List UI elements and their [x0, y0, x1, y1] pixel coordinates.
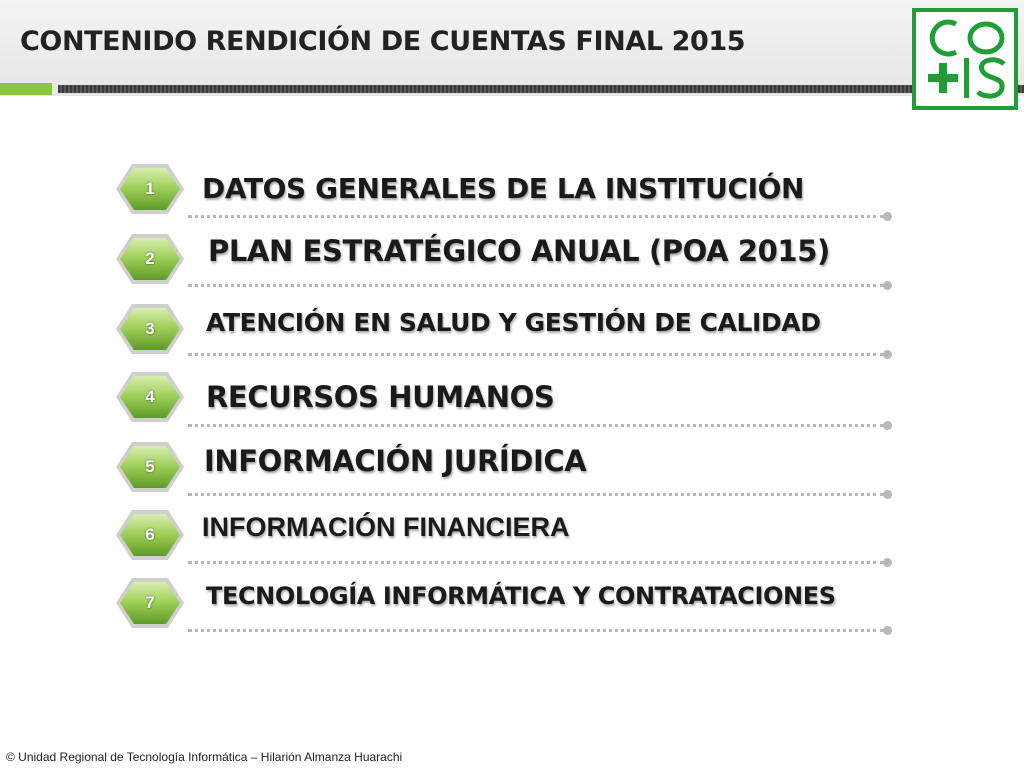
header-divider [58, 85, 1024, 93]
divider-endpoint [883, 421, 892, 430]
dotted-divider [188, 424, 884, 427]
divider-endpoint [883, 626, 892, 635]
header-accent-bar [0, 83, 52, 95]
number-badge-1: 1 [114, 158, 186, 220]
divider-endpoint [883, 350, 892, 359]
badge-number: 5 [145, 457, 155, 476]
item-label: RECURSOS HUMANOS [206, 380, 555, 414]
item-label: ATENCIÓN EN SALUD Y GESTIÓN DE CALIDAD [206, 308, 821, 337]
list-item-3: 3 ATENCIÓN EN SALUD Y GESTIÓN DE CALIDAD [0, 294, 1024, 364]
number-badge-7: 7 [114, 572, 186, 634]
dotted-divider [188, 561, 884, 564]
badge-number: 3 [145, 319, 155, 338]
number-badge-4: 4 [114, 366, 186, 428]
badge-number: 1 [145, 179, 155, 198]
cps-logo [912, 8, 1018, 110]
slide-title: CONTENIDO RENDICIÓN DE CUENTAS FINAL 201… [20, 26, 746, 57]
number-badge-5: 5 [114, 436, 186, 498]
item-label: PLAN ESTRATÉGICO ANUAL (POA 2015) [208, 234, 830, 268]
badge-number: 4 [145, 387, 155, 406]
number-badge-3: 3 [114, 298, 186, 360]
list-item-6: 6 INFORMACIÓN FINANCIERA [0, 502, 1024, 572]
number-badge-2: 2 [114, 228, 186, 290]
dotted-divider [188, 493, 884, 496]
item-label: INFORMACIÓN FINANCIERA [202, 512, 570, 542]
item-label: TECNOLOGÍA INFORMÁTICA Y CONTRATACIONES [206, 582, 836, 610]
header-band [0, 0, 1024, 96]
badge-number: 6 [145, 525, 155, 544]
divider-endpoint [883, 281, 892, 290]
badge-number: 2 [145, 249, 155, 268]
dotted-divider [188, 353, 884, 356]
list-item-2: 2 PLAN ESTRATÉGICO ANUAL (POA 2015) [0, 226, 1024, 296]
list-item-1: 1 DATOS GENERALES DE LA INSTITUCIÓN [0, 156, 1024, 226]
dotted-divider [188, 215, 884, 218]
number-badge-6: 6 [114, 504, 186, 566]
badge-number: 7 [145, 593, 155, 612]
dotted-divider [188, 284, 884, 287]
divider-endpoint [883, 212, 892, 221]
divider-endpoint [883, 490, 892, 499]
item-label: INFORMACIÓN JURÍDICA [204, 444, 587, 478]
divider-endpoint [883, 558, 892, 567]
footer-credit: © Unidad Regional de Tecnología Informát… [6, 750, 403, 764]
dotted-divider [188, 629, 884, 632]
list-item-4: 4 RECURSOS HUMANOS [0, 364, 1024, 434]
list-item-7: 7 TECNOLOGÍA INFORMÁTICA Y CONTRATACIONE… [0, 570, 1024, 640]
item-label: DATOS GENERALES DE LA INSTITUCIÓN [202, 172, 805, 205]
list-item-5: 5 INFORMACIÓN JURÍDICA [0, 434, 1024, 504]
